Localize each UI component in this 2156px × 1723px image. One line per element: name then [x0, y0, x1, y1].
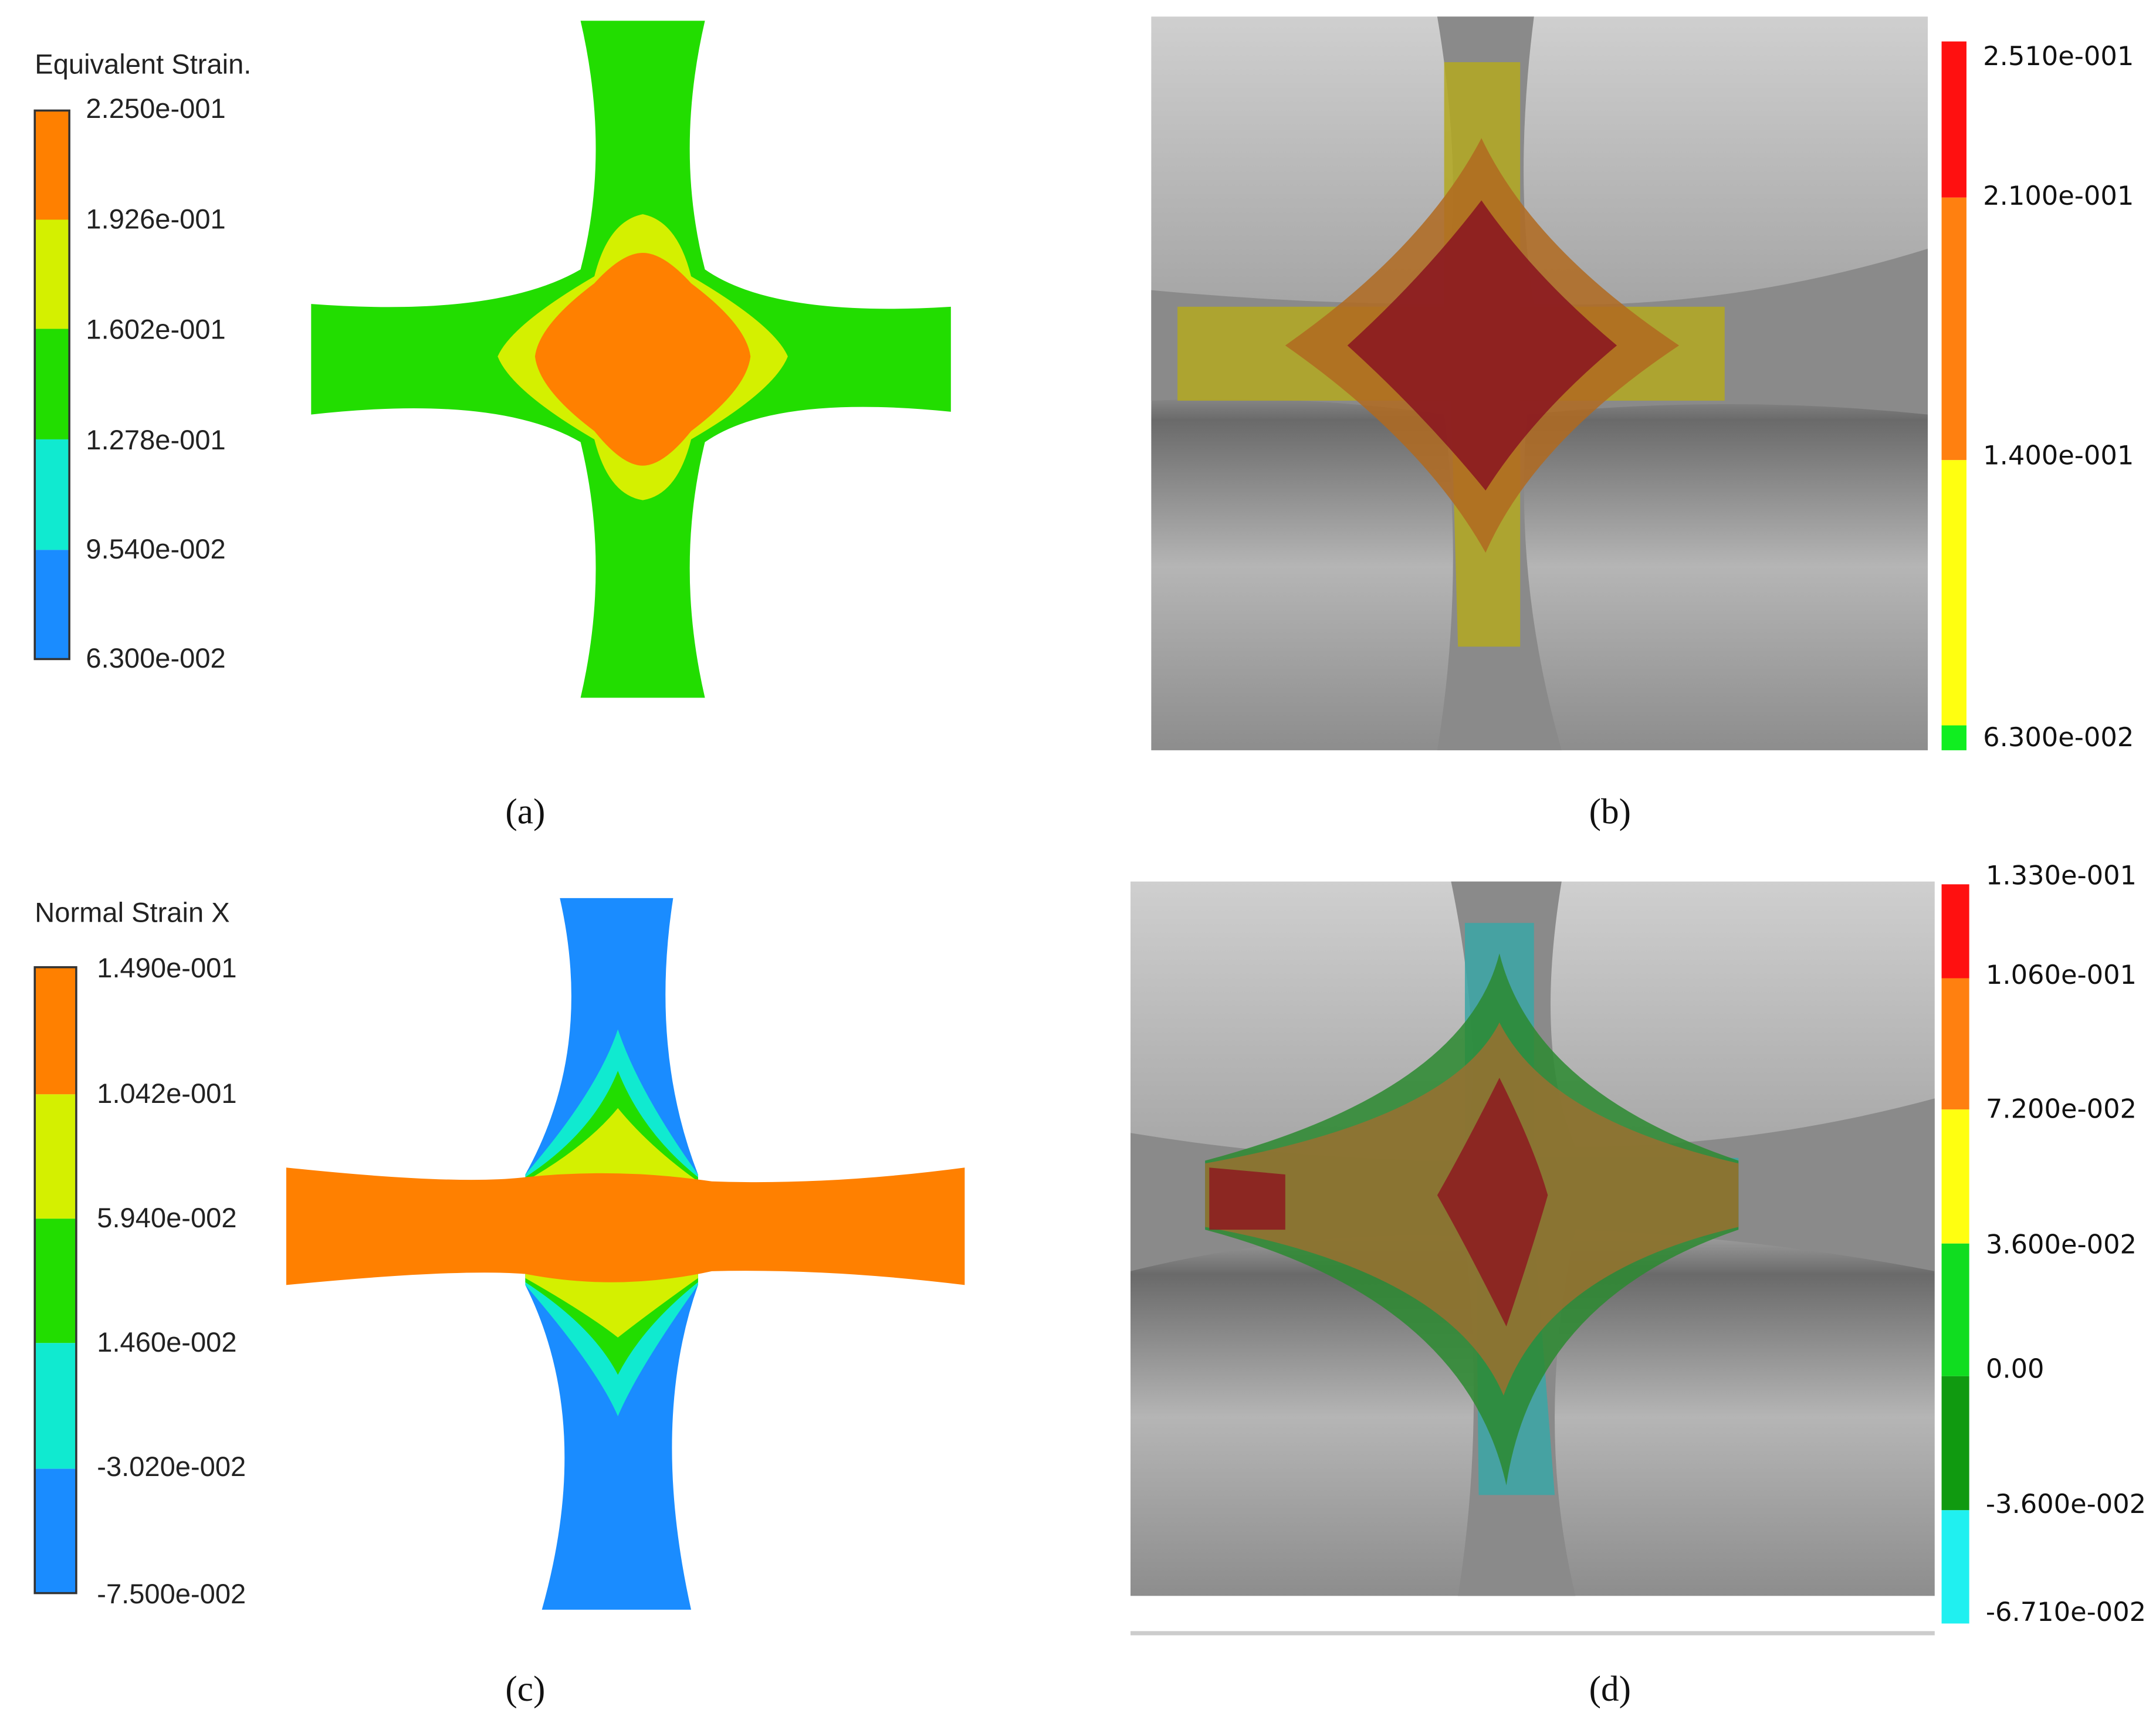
colorbar-band: [1941, 460, 1967, 726]
legend-title: Equivalent Strain.: [35, 48, 251, 79]
colorbar-label: -7.500e-002: [97, 1578, 246, 1609]
colorbar-frame: [33, 109, 70, 661]
colorbar-label: 2.510e-001: [1983, 40, 2134, 72]
colorbar-label: 9.540e-002: [86, 533, 225, 564]
colorbar-label: 1.490e-001: [97, 952, 236, 983]
panel-a: Equivalent Strain.: [33, 21, 951, 698]
panel-c: Normal Strain X: [33, 897, 965, 1610]
colorbar-label: 1.060e-001: [1986, 959, 2137, 990]
colorbar-label: 6.300e-002: [1983, 722, 2134, 753]
colorbar-label: 0.00: [1986, 1353, 2045, 1384]
colorbar-label: 1.460e-002: [97, 1326, 236, 1358]
colorbar-label: -3.020e-002: [97, 1451, 246, 1482]
colorbar-label: 1.278e-001: [86, 424, 225, 455]
colorbar-label: 2.250e-001: [86, 93, 225, 124]
colorbar-band: [35, 329, 70, 439]
colorbar-band: [1941, 197, 1967, 461]
colorbar-band: [1941, 884, 1969, 979]
panel-d: [1130, 881, 1969, 1636]
caption: (c): [505, 1669, 545, 1709]
colorbar-band: [35, 1218, 76, 1343]
colorbar-label: 1.042e-001: [97, 1078, 236, 1109]
colorbar-label: 5.940e-002: [97, 1202, 236, 1233]
colorbar-band: [35, 1094, 76, 1219]
colorbar-band: [35, 1468, 76, 1593]
colorbar-label: 1.926e-001: [86, 203, 225, 234]
legend-title: Normal Strain X: [35, 897, 229, 928]
colorbar-band: [35, 550, 70, 659]
colorbar-band: [35, 1343, 76, 1469]
contour-zone: [534, 253, 751, 466]
caption: (a): [505, 792, 545, 832]
colorbar-band: [35, 967, 76, 1095]
colorbar-band: [35, 219, 70, 329]
colorbar-label: 1.602e-001: [86, 314, 225, 345]
colorbar-band: [35, 439, 70, 550]
colorbar-label: 3.600e-002: [1986, 1228, 2137, 1260]
colorbar-band: [1941, 978, 1969, 1110]
colorbar-band: [1941, 1376, 1969, 1511]
panel-b: [1151, 16, 1967, 750]
colorbar-label: 1.400e-001: [1983, 440, 2134, 471]
colorbar-label: -3.600e-002: [1986, 1488, 2146, 1519]
colorbar-frame: [33, 966, 77, 1595]
overlay: [1209, 1078, 1548, 1327]
colorbar-label: 7.200e-002: [1986, 1094, 2137, 1125]
colorbar-band: [1941, 725, 1967, 750]
overlay: [1347, 200, 1617, 491]
colorbar-label: 2.100e-001: [1983, 180, 2134, 211]
caption: (b): [1589, 792, 1631, 832]
colorbar-label: 6.300e-002: [86, 642, 225, 673]
caption: (d): [1589, 1669, 1631, 1709]
colorbar-band: [1941, 1243, 1969, 1376]
colorbar-band: [1941, 1510, 1969, 1624]
contour-zone: [286, 1167, 965, 1285]
colorbar-band: [1941, 41, 1967, 198]
colorbar-band: [35, 110, 70, 220]
colorbar-band: [1941, 1109, 1969, 1244]
colorbar-label: 1.330e-001: [1986, 860, 2137, 891]
colorbar-label: -6.710e-002: [1986, 1596, 2146, 1627]
